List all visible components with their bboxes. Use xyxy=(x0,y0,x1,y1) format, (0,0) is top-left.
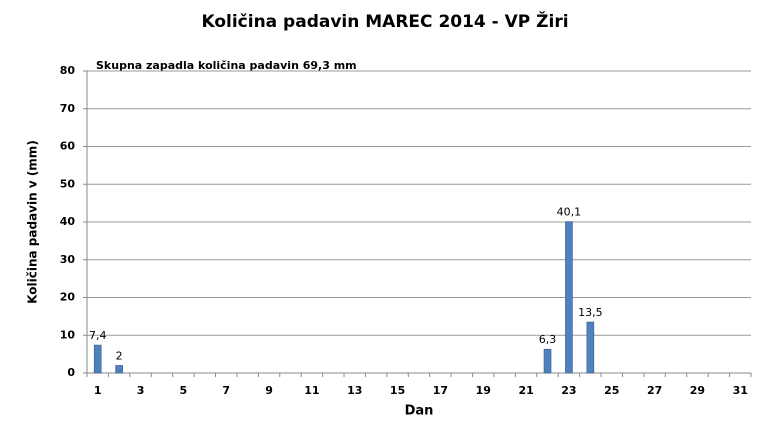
x-tick-label: 27 xyxy=(647,384,662,397)
x-tick-label: 19 xyxy=(476,384,491,397)
bar xyxy=(565,221,573,374)
x-tick-label: 5 xyxy=(180,384,188,397)
y-tick-label: 40 xyxy=(60,215,76,228)
y-tick-label: 80 xyxy=(60,64,76,77)
x-tick-label: 29 xyxy=(690,384,705,397)
x-tick-label: 9 xyxy=(265,384,273,397)
x-tick-label: 23 xyxy=(561,384,576,397)
data-label: 6,3 xyxy=(539,333,557,346)
x-tick-label: 13 xyxy=(347,384,362,397)
y-axis-label: Količina padavin v (mm) xyxy=(26,140,40,304)
y-tick-label: 60 xyxy=(60,140,76,153)
y-tick-label: 30 xyxy=(60,253,76,266)
annotation: Skupna zapadla količina padavin 69,3 mm xyxy=(96,59,357,72)
y-tick-label: 0 xyxy=(67,366,75,379)
data-label: 13,5 xyxy=(578,306,603,319)
chart-title: Količina padavin MAREC 2014 - VP Žiri xyxy=(201,10,568,32)
data-label: 40,1 xyxy=(557,206,582,219)
x-tick-label: 21 xyxy=(518,384,533,397)
x-tick-label: 25 xyxy=(604,384,619,397)
y-tick-label: 10 xyxy=(60,328,76,341)
y-tick-label: 50 xyxy=(60,177,76,190)
bar xyxy=(543,348,552,374)
x-tick-label: 31 xyxy=(733,384,748,397)
x-tick-label: 3 xyxy=(137,384,145,397)
y-tick-label: 70 xyxy=(60,102,76,115)
x-tick-label: 17 xyxy=(433,384,448,397)
x-tick-label: 7 xyxy=(222,384,230,397)
data-label: 2 xyxy=(116,349,123,362)
bar xyxy=(93,344,102,374)
x-axis-label: Dan xyxy=(405,404,434,419)
y-tick-label: 20 xyxy=(60,291,76,304)
bar xyxy=(586,321,595,374)
bar xyxy=(115,365,123,374)
x-tick-label: 11 xyxy=(304,384,319,397)
x-tick-label: 15 xyxy=(390,384,405,397)
data-label: 7,4 xyxy=(89,329,107,342)
x-tick-label: 1 xyxy=(94,384,102,397)
